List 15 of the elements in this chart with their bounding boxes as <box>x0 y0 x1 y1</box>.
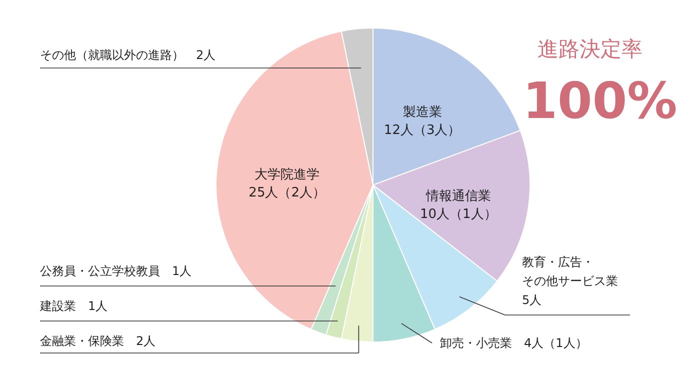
slice-label: 公務員・公立学校教員 1人 <box>40 264 192 278</box>
data-label: 25人（2人） <box>248 185 326 200</box>
slice-label: 金融業・保険業 2人 <box>40 334 156 348</box>
slice-label: 製造業 <box>402 105 442 120</box>
slice-label: 大学院進学 <box>254 167 320 182</box>
slice-label: 卸売・小売業 4人（1人） <box>440 336 588 350</box>
slice-label: 教育・広告・その他サービス業 <box>522 255 618 288</box>
slice-label: 建設業 1人 <box>39 299 108 313</box>
slice-label: 情報通信業 <box>424 189 491 204</box>
slice-label: その他（就職以外の進路） 2人 <box>40 48 216 62</box>
data-label: 5人 <box>522 293 542 307</box>
text: 100% <box>522 72 678 130</box>
data-label: 12人（3人） <box>384 123 461 138</box>
chart-title: 進路決定率 <box>538 37 642 61</box>
data-label: 10人（1人） <box>420 207 497 222</box>
